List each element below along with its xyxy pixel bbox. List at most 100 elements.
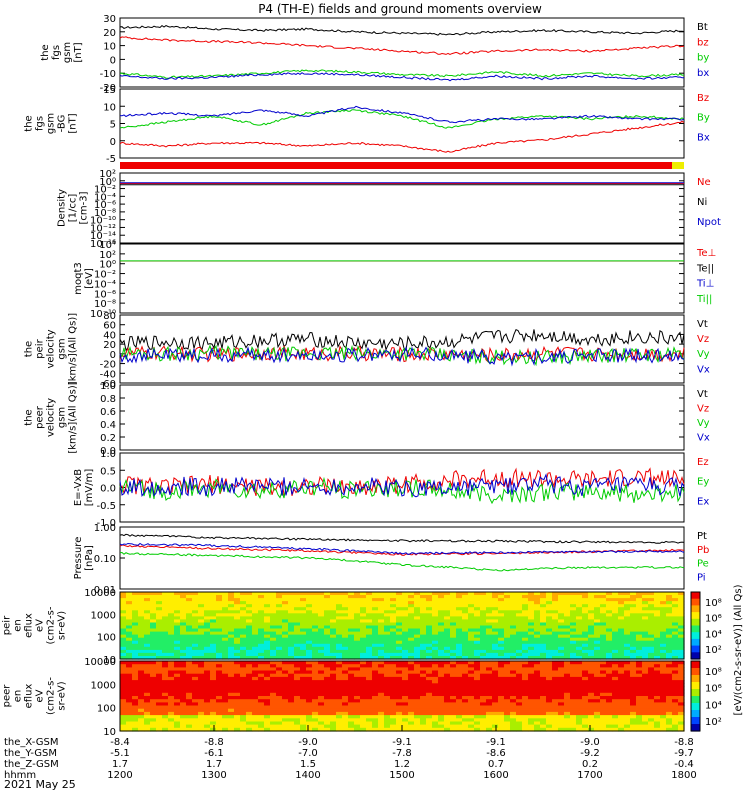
heatmap-cell bbox=[654, 724, 661, 729]
heatmap-cell bbox=[210, 613, 217, 617]
heatmap-cell bbox=[270, 692, 277, 697]
heatmap-cell bbox=[132, 686, 139, 691]
heatmap-cell bbox=[672, 640, 679, 645]
heatmap-cell bbox=[522, 643, 529, 648]
heatmap-cell bbox=[222, 610, 229, 614]
heatmap-cell bbox=[420, 664, 427, 668]
y-label-line: gsm bbox=[46, 113, 57, 134]
heatmap-cell bbox=[498, 724, 505, 729]
heatmap-cell bbox=[264, 661, 271, 665]
heatmap-cell bbox=[450, 628, 457, 633]
heatmap-cell bbox=[504, 705, 511, 710]
heatmap-cell bbox=[174, 610, 181, 614]
heatmap-cell bbox=[672, 595, 679, 599]
heatmap-cell bbox=[270, 696, 277, 700]
heatmap-cell bbox=[582, 664, 589, 668]
heatmap-cell bbox=[240, 598, 247, 602]
heatmap-cell bbox=[120, 607, 127, 611]
heatmap-cell bbox=[186, 676, 193, 681]
y-tick-label: -10 bbox=[100, 69, 116, 80]
heatmap-cell bbox=[372, 610, 379, 614]
heatmap-cell bbox=[480, 607, 487, 611]
heatmap-cell bbox=[522, 610, 529, 614]
heatmap-cell bbox=[612, 601, 619, 605]
heatmap-cell bbox=[192, 646, 199, 651]
heatmap-cell bbox=[588, 711, 595, 716]
heatmap-cell bbox=[666, 652, 673, 657]
heatmap-cell bbox=[264, 601, 271, 605]
heatmap-cell bbox=[552, 702, 559, 707]
heatmap-cell bbox=[360, 715, 367, 719]
heatmap-cell bbox=[180, 637, 187, 642]
heatmap-cell bbox=[234, 670, 241, 675]
heatmap-cell bbox=[498, 625, 505, 630]
x-tick-label: -5.1 bbox=[110, 748, 130, 759]
heatmap-cell bbox=[246, 702, 253, 707]
heatmap-cell bbox=[492, 664, 499, 668]
heatmap-cell bbox=[606, 649, 613, 654]
heatmap-cell bbox=[318, 699, 325, 703]
heatmap-cell bbox=[276, 652, 283, 657]
heatmap-cell bbox=[384, 649, 391, 654]
heatmap-cell bbox=[600, 680, 607, 684]
heatmap-cell bbox=[288, 631, 295, 636]
heatmap-cell bbox=[552, 721, 559, 726]
y-tick-label: 10⁻¹⁴ bbox=[90, 231, 116, 242]
heatmap-cell bbox=[312, 676, 319, 681]
heatmap-cell bbox=[618, 643, 625, 648]
heatmap-cell bbox=[234, 680, 241, 684]
heatmap-cell bbox=[372, 676, 379, 681]
heatmap-cell bbox=[594, 692, 601, 697]
heatmap-cell bbox=[162, 640, 169, 645]
heatmap-cell bbox=[522, 595, 529, 599]
heatmap-cell bbox=[606, 634, 613, 639]
heatmap-cell bbox=[156, 628, 163, 633]
heatmap-cell bbox=[258, 595, 265, 599]
heatmap-cell bbox=[252, 683, 259, 688]
heatmap-cell bbox=[204, 601, 211, 605]
heatmap-cell bbox=[504, 640, 511, 645]
heatmap-cell bbox=[612, 622, 619, 627]
heatmap-cell bbox=[552, 664, 559, 668]
heatmap-cell bbox=[456, 673, 463, 678]
heatmap-cell bbox=[408, 661, 415, 665]
heatmap-cell bbox=[132, 622, 139, 627]
heatmap-cell bbox=[432, 637, 439, 642]
heatmap-cell bbox=[642, 724, 649, 729]
heatmap-cell bbox=[672, 604, 679, 608]
heatmap-cell bbox=[606, 705, 613, 710]
heatmap-cell bbox=[534, 692, 541, 697]
heatmap-cell bbox=[486, 640, 493, 645]
heatmap-cell bbox=[180, 643, 187, 648]
heatmap-cell bbox=[600, 696, 607, 700]
heatmap-cell bbox=[672, 705, 679, 710]
heatmap-cell bbox=[138, 610, 145, 614]
heatmap-cell bbox=[648, 646, 655, 651]
heatmap-cell bbox=[288, 670, 295, 675]
heatmap-cell bbox=[570, 604, 577, 608]
heatmap-cell bbox=[186, 646, 193, 651]
heatmap-cell bbox=[120, 649, 127, 654]
heatmap-cell bbox=[414, 604, 421, 608]
heatmap-cell bbox=[612, 718, 619, 723]
heatmap-cell bbox=[546, 619, 553, 623]
heatmap-cell bbox=[492, 670, 499, 675]
heatmap-cell bbox=[198, 664, 205, 668]
heatmap-cell bbox=[252, 601, 259, 605]
heatmap-cell bbox=[528, 625, 535, 630]
heatmap-cell bbox=[174, 705, 181, 710]
heatmap-cell bbox=[438, 631, 445, 636]
y-tick-label: 10 bbox=[103, 655, 116, 666]
heatmap-cell bbox=[486, 724, 493, 729]
heatmap-cell bbox=[588, 680, 595, 684]
heatmap-cell bbox=[222, 692, 229, 697]
heatmap-cell bbox=[360, 637, 367, 642]
heatmap-cell bbox=[276, 708, 283, 713]
heatmap-cell bbox=[402, 718, 409, 723]
heatmap-cell bbox=[132, 670, 139, 675]
heatmap-cell bbox=[546, 715, 553, 719]
heatmap-cell bbox=[654, 598, 661, 602]
heatmap-cell bbox=[258, 649, 265, 654]
heatmap-cell bbox=[252, 643, 259, 648]
